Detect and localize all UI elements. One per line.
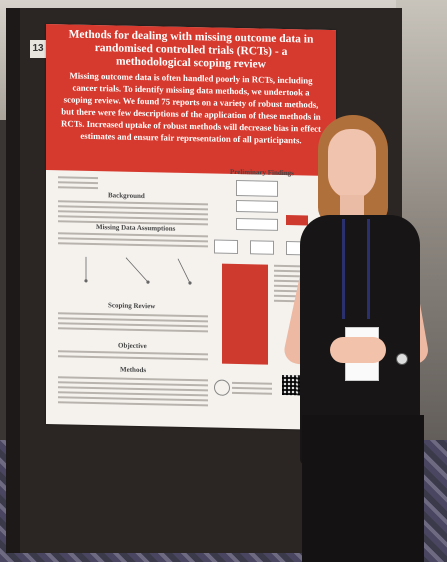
presenter-skirt — [302, 415, 424, 562]
presenter-hands — [330, 337, 386, 363]
section-objective: Objective — [118, 341, 147, 351]
assumption-diagram — [58, 250, 208, 293]
section-methods: Methods — [120, 365, 147, 375]
section-findings: Preliminary Findings — [230, 167, 294, 178]
author-lines — [58, 176, 98, 192]
methods-text — [58, 376, 208, 409]
section-missing-data: Missing Data Assumptions — [96, 223, 176, 233]
flow-box-3 — [236, 217, 278, 231]
flow-box-a — [214, 239, 238, 255]
section-background: Background — [108, 191, 145, 201]
flow-box-2 — [236, 199, 278, 213]
flow-box-b — [250, 240, 274, 255]
partner-logos — [232, 381, 272, 398]
scoping-text — [58, 312, 208, 335]
presenter-face — [328, 129, 376, 199]
university-logo-icon — [214, 379, 230, 396]
poster-title: Methods for dealing with missing outcome… — [68, 28, 314, 71]
objective-text — [58, 350, 208, 363]
watch-icon — [396, 353, 408, 365]
lanyard — [342, 219, 370, 319]
flow-box-top — [236, 179, 278, 197]
poster-number: 13 — [30, 40, 46, 58]
board-edge — [6, 8, 20, 553]
findings-red-panel — [222, 263, 268, 365]
presenter — [281, 115, 440, 562]
research-poster: Methods for dealing with missing outcome… — [46, 24, 336, 431]
missing-data-text — [58, 232, 208, 250]
section-scoping: Scoping Review — [108, 301, 156, 311]
poster-abstract: Missing outcome data is often handled po… — [61, 70, 321, 146]
